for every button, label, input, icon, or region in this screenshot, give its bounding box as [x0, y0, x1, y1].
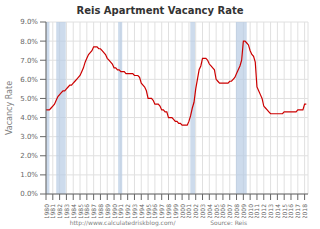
svg-text:6.0%: 6.0% — [20, 76, 38, 84]
svg-text:4.0%: 4.0% — [20, 114, 38, 122]
svg-text:5.0%: 5.0% — [20, 95, 38, 103]
html-text:Reis Apartment Vacancy Rate: Reis Apartment Vacancy Rate — [76, 5, 244, 16]
svg-text:8.0%: 8.0% — [20, 38, 38, 46]
svg-text:2018: 2018 — [301, 204, 308, 218]
svg-text:7.0%: 7.0% — [20, 57, 38, 65]
svg-text:Vacancy Rate: Vacancy Rate — [8, 81, 14, 135]
svg-text:3.0%: 3.0% — [20, 133, 38, 141]
svg-text:2.0%: 2.0% — [20, 152, 38, 160]
html-text:Source: Reis: Source: Reis — [210, 219, 248, 226]
html-text:http://www.calculatedriskblog.: http://www.calculatedriskblog.com/ — [69, 219, 176, 226]
svg-text:1.0%: 1.0% — [20, 171, 38, 179]
svg-text:0.0%: 0.0% — [20, 190, 38, 198]
svg-text:9.0%: 9.0% — [20, 18, 38, 26]
